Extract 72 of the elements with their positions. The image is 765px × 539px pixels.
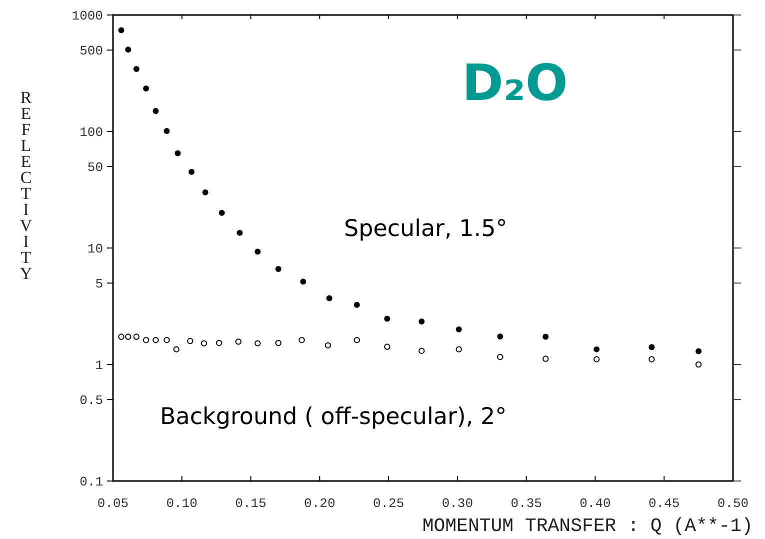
- x-tick-label: 0.35: [510, 496, 542, 511]
- y-tick-label: 500: [80, 44, 103, 59]
- point: [648, 344, 655, 350]
- point: [354, 336, 360, 344]
- point: [133, 66, 140, 72]
- point: [384, 316, 390, 322]
- text: Specular, 1.5°: [344, 216, 508, 242]
- x-tick-label: 0.20: [304, 496, 336, 511]
- annotation: D₂O: [462, 54, 568, 112]
- y-tick-label: 1000: [72, 8, 103, 24]
- y-tick-label: 0.5: [80, 393, 103, 408]
- point: [594, 346, 600, 352]
- point: [118, 27, 124, 34]
- point: [696, 348, 702, 354]
- point: [142, 336, 150, 344]
- point: [542, 334, 549, 340]
- point: [164, 128, 170, 134]
- point: [354, 302, 360, 308]
- point: [275, 266, 282, 272]
- point: [125, 334, 132, 340]
- point: [418, 318, 425, 324]
- point: [542, 356, 549, 362]
- point: [143, 85, 150, 92]
- y-tick-label: 5: [95, 276, 103, 292]
- point: [152, 108, 159, 114]
- point: [254, 340, 261, 346]
- point: [324, 342, 332, 348]
- point: [164, 336, 170, 344]
- point: [174, 150, 181, 156]
- point: [300, 278, 306, 285]
- point: [695, 361, 702, 368]
- x-tick-label: 0.50: [717, 496, 749, 511]
- point: [200, 340, 208, 346]
- point: [216, 340, 222, 346]
- series-label: Background ( off-specular), 2°: [160, 404, 507, 430]
- point: [236, 230, 243, 236]
- point: [456, 346, 462, 352]
- x-tick-label: 0.45: [648, 496, 680, 511]
- point: [384, 344, 390, 350]
- point: [298, 336, 305, 344]
- point: [254, 248, 261, 255]
- x-tick-label: 0.25: [372, 496, 404, 511]
- point: [173, 346, 180, 352]
- point: [152, 336, 159, 344]
- point: [648, 356, 655, 362]
- x-axis-title: MOMENTUM TRANSFER : Q (A**-1): [422, 515, 753, 537]
- x-tick-label: 0.10: [166, 496, 198, 511]
- y-tick-label: 100: [80, 125, 103, 140]
- point: [133, 334, 140, 340]
- point: [125, 46, 132, 53]
- x-tick-label: 0.05: [97, 496, 129, 511]
- point: [187, 338, 194, 344]
- point: [235, 338, 242, 345]
- point: [326, 295, 332, 302]
- point: [202, 189, 208, 196]
- point: [497, 354, 504, 360]
- point: [188, 168, 195, 175]
- x-tick-label: 0.15: [235, 496, 266, 511]
- point: [594, 356, 600, 362]
- x-tick-label: 0.30: [442, 496, 474, 511]
- point: [275, 340, 282, 346]
- y-tick-label: 50: [87, 160, 103, 176]
- point: [418, 348, 425, 354]
- x-tick-label: 0.40: [580, 496, 611, 511]
- point: [218, 210, 225, 216]
- y-tick-label: 0.1: [80, 474, 104, 490]
- y-tick-label: 10: [87, 242, 103, 257]
- y-tick-label: 1: [95, 358, 104, 374]
- point: [497, 333, 504, 340]
- point: [118, 334, 124, 340]
- point: [456, 326, 462, 332]
- y-axis-title: REFLECTIVITY: [16, 88, 36, 280]
